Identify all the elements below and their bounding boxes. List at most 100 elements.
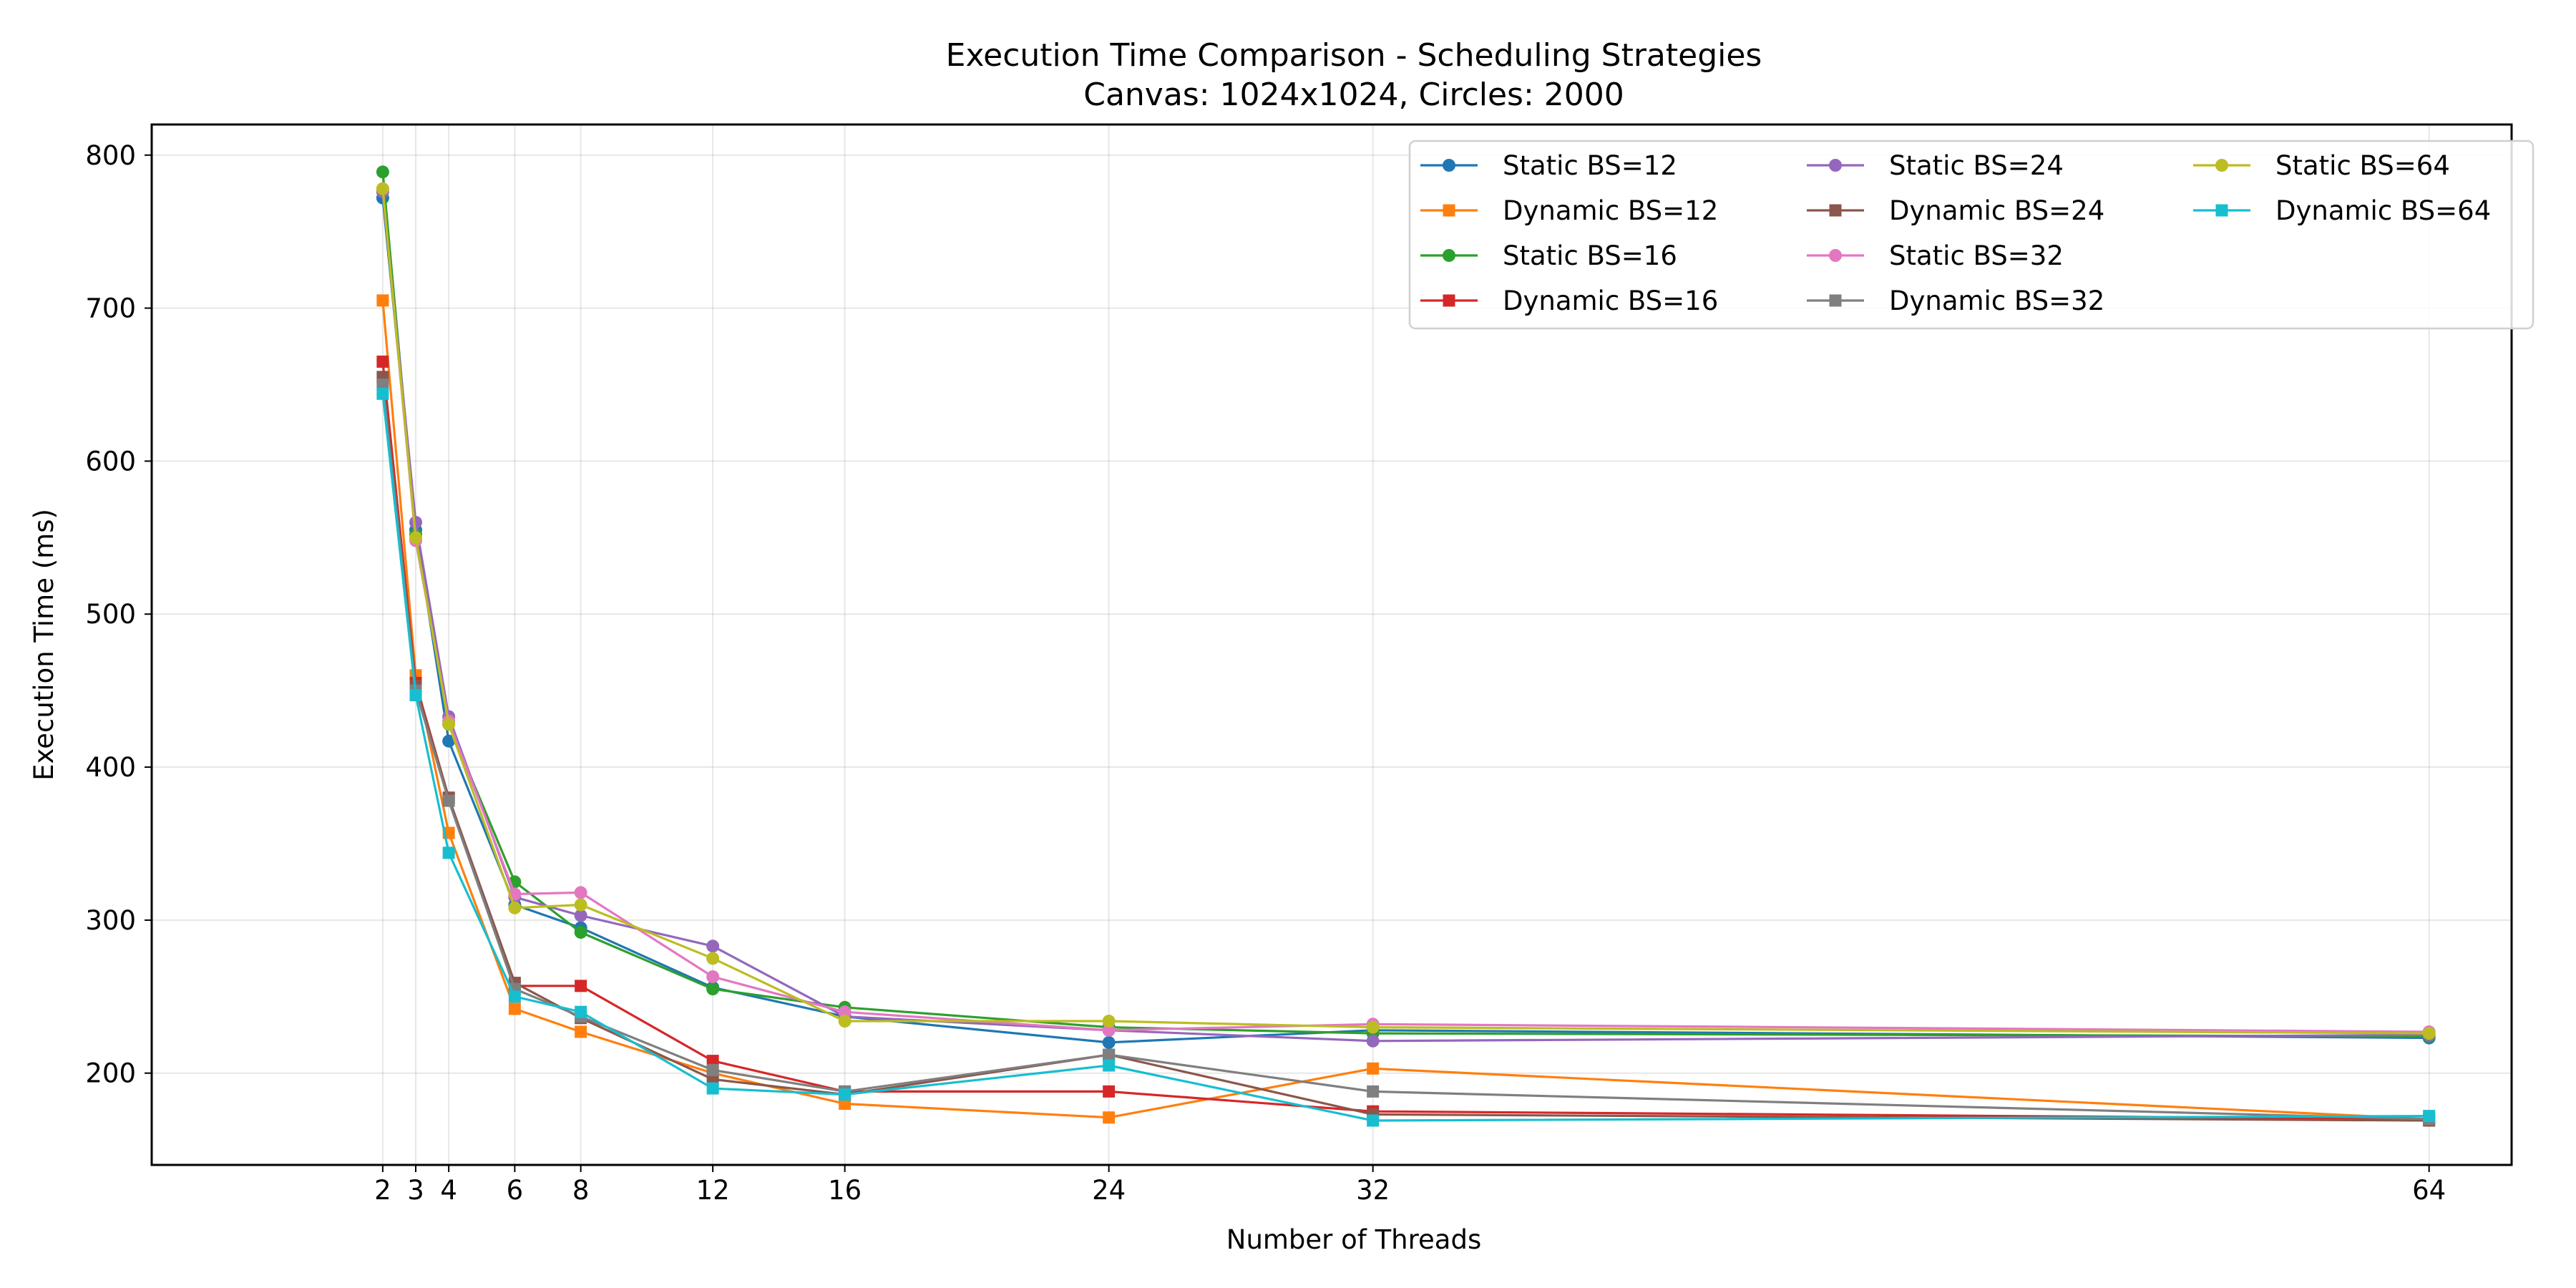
legend-marker [1829, 294, 1842, 307]
data-point [706, 1073, 719, 1085]
legend-item: Dynamic BS=12 [1420, 195, 1718, 226]
data-point [442, 847, 455, 859]
data-point [2423, 1110, 2436, 1123]
y-axis-label: Execution Time (ms) [29, 509, 59, 781]
data-point [1366, 1020, 1380, 1034]
legend-marker [1829, 159, 1842, 172]
data-point [1102, 1015, 1116, 1028]
series-dynamic-bs-64 [376, 387, 2436, 1127]
data-point [1103, 1111, 1116, 1124]
x-tick-label: 32 [1356, 1175, 1390, 1206]
y-tick-label: 300 [85, 905, 136, 936]
plot-frame [150, 123, 2513, 1166]
legend-marker [1443, 159, 1455, 172]
data-point [376, 379, 389, 391]
legend-marker [1829, 249, 1842, 262]
legend-item: Static BS=64 [2193, 150, 2450, 181]
legend-label: Dynamic BS=64 [2275, 195, 2491, 226]
data-point [1102, 1023, 1116, 1037]
legend-marker [1443, 294, 1455, 307]
series-line [381, 384, 2429, 1121]
data-point [442, 734, 456, 748]
data-point [508, 901, 522, 914]
legend-label: Dynamic BS=32 [1889, 286, 2104, 316]
series-dynamic-bs-12 [376, 294, 2436, 1126]
legend-item: Dynamic BS=16 [1420, 286, 1718, 316]
x-tick-label: 4 [440, 1175, 457, 1206]
series-group [376, 165, 2436, 1127]
data-point [575, 1005, 587, 1018]
chart-subtitle: Canvas: 1024x1024, Circles: 2000 [1083, 77, 1624, 113]
x-tick-label: 64 [2412, 1175, 2446, 1206]
data-point [1102, 1035, 1116, 1049]
data-point [442, 794, 455, 807]
data-point [838, 1005, 852, 1019]
data-point [1367, 1085, 1380, 1098]
legend-item: Static BS=16 [1420, 240, 1677, 271]
y-tick-label: 500 [85, 599, 136, 630]
grid [152, 125, 2512, 1165]
data-point [1103, 1059, 1116, 1072]
series-static-bs-64 [376, 182, 2436, 1040]
legend-marker [1829, 204, 1842, 217]
data-point [442, 718, 456, 731]
data-point [409, 515, 423, 529]
data-point [574, 925, 587, 939]
series-line [381, 361, 2429, 1121]
legend-item: Dynamic BS=64 [2193, 195, 2491, 226]
data-point [575, 980, 587, 992]
legend-marker [1443, 249, 1455, 262]
x-tick-label: 6 [507, 1175, 524, 1206]
x-tick-label: 8 [572, 1175, 590, 1206]
data-point [575, 1025, 587, 1038]
data-point [508, 1002, 521, 1015]
legend-marker [2215, 159, 2228, 172]
legend-item: Dynamic BS=24 [1807, 195, 2104, 226]
y-tick-label: 400 [85, 752, 136, 783]
series-line [381, 394, 2429, 1122]
y-tick-label: 200 [85, 1058, 136, 1089]
x-tick-label: 16 [828, 1175, 862, 1206]
series-dynamic-bs-32 [376, 379, 2436, 1126]
series-line [381, 376, 2429, 1122]
data-point [706, 1082, 719, 1095]
data-point [376, 182, 389, 195]
data-point [574, 909, 587, 922]
legend-item: Static BS=32 [1807, 240, 2064, 271]
data-point [376, 294, 389, 307]
data-point [1103, 1048, 1116, 1061]
series-line [381, 300, 2429, 1121]
axis-ticks: 2 3 4 6 8 12 16 24 32 64 200 300 400 500 600 700 800 [85, 140, 2446, 1206]
x-axis-label: Number of Threads [1226, 1224, 1481, 1255]
data-point [1367, 1114, 1380, 1127]
series-dynamic-bs-24 [376, 371, 2436, 1127]
data-point [1366, 1034, 1380, 1048]
data-point [376, 165, 389, 179]
data-point [706, 1063, 719, 1076]
data-point [706, 1055, 719, 1068]
legend-item: Static BS=24 [1807, 150, 2064, 181]
series-line [381, 188, 2429, 1035]
x-tick-label: 12 [696, 1175, 730, 1206]
legend: Static BS=12 Dynamic BS=12 Static BS=16 Dyn… [1408, 140, 2534, 330]
legend-item: Static BS=12 [1420, 150, 1677, 181]
legend-marker [2215, 204, 2228, 217]
data-point [2422, 1027, 2436, 1040]
legend-label: Static BS=12 [1503, 150, 1677, 181]
data-point [574, 898, 587, 912]
y-tick-label: 800 [85, 140, 136, 171]
legend-label: Static BS=16 [1503, 240, 1677, 271]
legend-label: Dynamic BS=16 [1503, 286, 1718, 316]
legend-marker [1443, 204, 1455, 217]
legend-label: Static BS=24 [1889, 150, 2064, 181]
data-point [706, 970, 720, 983]
legend-box [1408, 140, 2534, 330]
data-point [706, 952, 720, 965]
y-tick-label: 700 [85, 293, 136, 324]
x-tick-label: 2 [374, 1175, 391, 1206]
legend-item: Dynamic BS=32 [1807, 286, 2104, 316]
chart-title: Execution Time Comparison - Scheduling S… [946, 37, 1762, 74]
legend-label: Static BS=64 [2275, 150, 2450, 181]
data-point [376, 355, 389, 368]
